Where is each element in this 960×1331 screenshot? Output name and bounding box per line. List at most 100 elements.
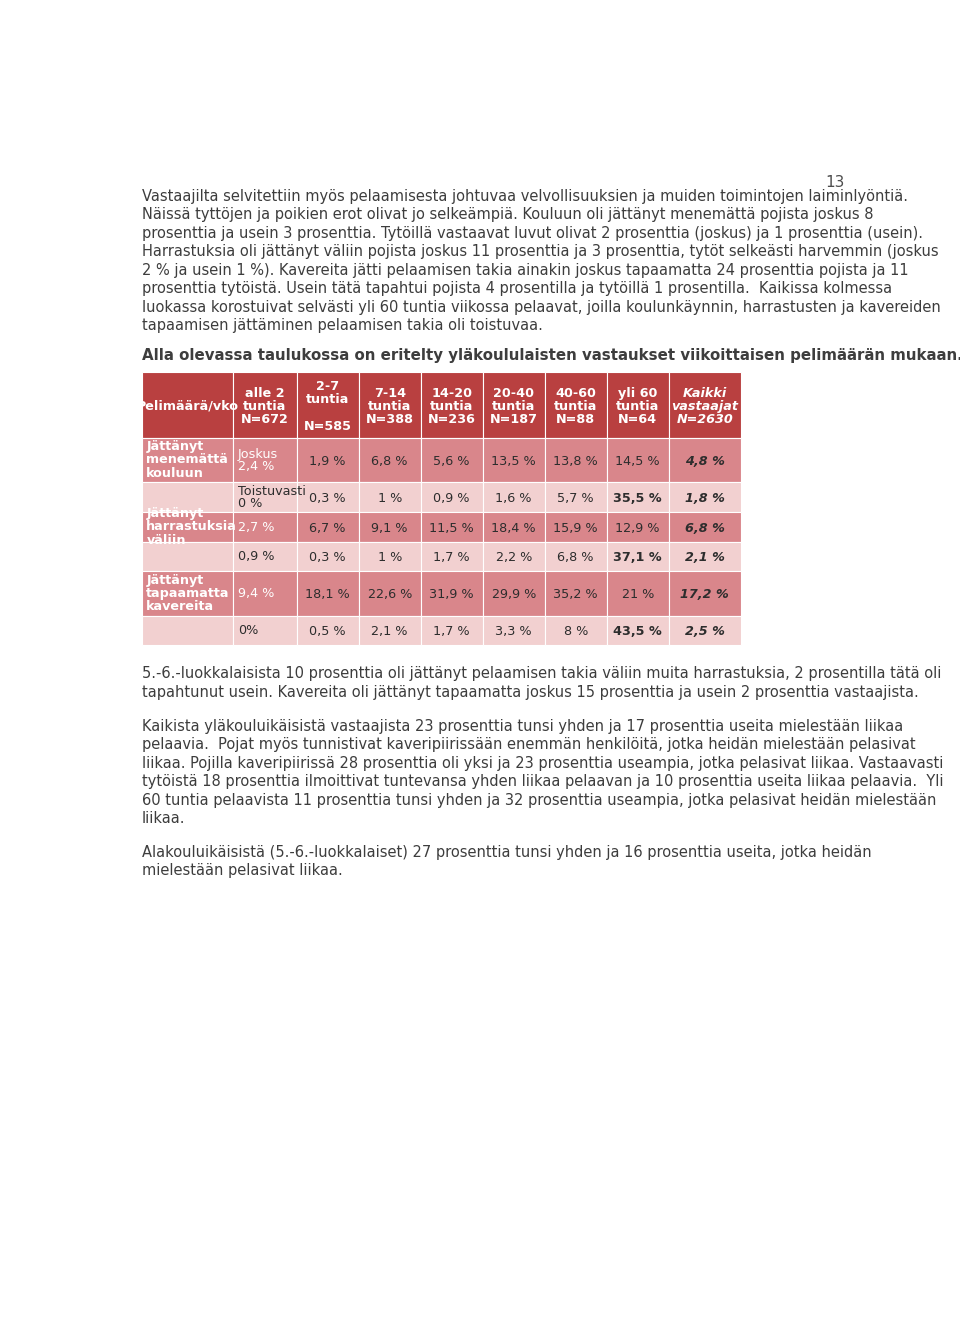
Bar: [297, 511, 359, 543]
Bar: [233, 438, 297, 482]
Text: 60 tuntia pelaavista 11 prosenttia tunsi yhden ja 32 prosenttia useampia, jotka : 60 tuntia pelaavista 11 prosenttia tunsi…: [142, 793, 936, 808]
Bar: [544, 511, 607, 543]
Bar: [607, 571, 669, 615]
Text: Toistuvasti: Toistuvasti: [238, 484, 305, 498]
Text: tuntia: tuntia: [492, 399, 536, 413]
Text: N=585: N=585: [303, 419, 351, 433]
Bar: [142, 543, 233, 571]
Bar: [297, 438, 359, 482]
Bar: [420, 438, 483, 482]
Text: 0,9 %: 0,9 %: [434, 491, 470, 504]
Text: 2,1 %: 2,1 %: [372, 624, 408, 638]
Bar: [669, 438, 741, 482]
Bar: [297, 482, 359, 511]
Text: tuntia: tuntia: [554, 399, 597, 413]
Text: 13: 13: [826, 176, 845, 190]
Bar: [607, 511, 669, 543]
Text: tapaamatta: tapaamatta: [146, 587, 229, 600]
Text: 0,5 %: 0,5 %: [309, 624, 346, 638]
Text: 0%: 0%: [238, 624, 258, 638]
Text: 4,8 %: 4,8 %: [684, 455, 725, 467]
Bar: [544, 373, 607, 438]
Text: liikaa. Pojilla kaveripiirissä 28 prosenttia oli yksi ja 23 prosenttia useampia,: liikaa. Pojilla kaveripiirissä 28 prosen…: [142, 756, 943, 771]
Text: 0,9 %: 0,9 %: [238, 551, 275, 563]
Text: 6,8 %: 6,8 %: [372, 455, 408, 467]
Text: 2,2 %: 2,2 %: [495, 551, 532, 564]
Text: kouluun: kouluun: [146, 467, 204, 479]
Text: 3,3 %: 3,3 %: [495, 624, 532, 638]
Text: Pelimäärä/vko: Pelimäärä/vko: [136, 399, 238, 413]
Bar: [359, 438, 420, 482]
Bar: [420, 482, 483, 511]
Bar: [359, 543, 420, 571]
Text: 6,8 %: 6,8 %: [558, 551, 594, 564]
Text: 5.-6.-luokkalaisista 10 prosenttia oli jättänyt pelaamisen takia väliin muita ha: 5.-6.-luokkalaisista 10 prosenttia oli j…: [142, 667, 941, 681]
Text: N=388: N=388: [366, 413, 414, 426]
Text: 37,1 %: 37,1 %: [613, 551, 662, 564]
Bar: [233, 373, 297, 438]
Text: 1 %: 1 %: [377, 491, 402, 504]
Text: N=64: N=64: [618, 413, 658, 426]
Text: prosenttia ja usein 3 prosenttia. Tytöillä vastaavat luvut olivat 2 prosenttia (: prosenttia ja usein 3 prosenttia. Tytöil…: [142, 226, 923, 241]
Bar: [607, 615, 669, 644]
Text: 21 %: 21 %: [621, 588, 654, 600]
Text: 14-20: 14-20: [431, 387, 472, 399]
Bar: [420, 543, 483, 571]
Text: 14,5 %: 14,5 %: [615, 455, 660, 467]
Bar: [483, 373, 544, 438]
Text: 0 %: 0 %: [238, 496, 262, 510]
Bar: [669, 511, 741, 543]
Text: 1,8 %: 1,8 %: [684, 491, 725, 504]
Text: 11,5 %: 11,5 %: [429, 522, 474, 535]
Text: 0,3 %: 0,3 %: [309, 551, 346, 564]
Text: väliin: väliin: [146, 534, 186, 547]
Bar: [607, 373, 669, 438]
Text: 2 % ja usein 1 %). Kavereita jätti pelaamisen takia ainakin joskus tapaamatta 24: 2 % ja usein 1 %). Kavereita jätti pelaa…: [142, 264, 908, 278]
Bar: [420, 615, 483, 644]
Text: 2-7: 2-7: [316, 381, 339, 394]
Bar: [297, 373, 359, 438]
Text: 29,9 %: 29,9 %: [492, 588, 536, 600]
Text: 2,7 %: 2,7 %: [238, 520, 275, 534]
Text: vastaajat: vastaajat: [671, 399, 738, 413]
Text: 2,5 %: 2,5 %: [684, 624, 725, 638]
Text: 7-14: 7-14: [373, 387, 406, 399]
Text: 9,1 %: 9,1 %: [372, 522, 408, 535]
Bar: [233, 571, 297, 615]
Text: mielestään pelasivat liikaa.: mielestään pelasivat liikaa.: [142, 864, 343, 878]
Text: Jättänyt: Jättänyt: [146, 441, 204, 454]
Text: 5,6 %: 5,6 %: [434, 455, 470, 467]
Text: 35,5 %: 35,5 %: [613, 491, 662, 504]
Text: Vastaajilta selvitettiin myös pelaamisesta johtuvaa velvollisuuksien ja muiden t: Vastaajilta selvitettiin myös pelaamises…: [142, 189, 908, 204]
Text: N=2630: N=2630: [677, 413, 733, 426]
Bar: [359, 373, 420, 438]
Text: 17,2 %: 17,2 %: [681, 588, 729, 600]
Text: 2,4 %: 2,4 %: [238, 461, 275, 473]
Text: luokassa korostuivat selvästi yli 60 tuntia viikossa pelaavat, joilla koulunkäyn: luokassa korostuivat selvästi yli 60 tun…: [142, 299, 941, 315]
Text: 40-60: 40-60: [555, 387, 596, 399]
Bar: [483, 615, 544, 644]
Text: tuntia: tuntia: [368, 399, 412, 413]
Text: tuntia: tuntia: [616, 399, 660, 413]
Bar: [142, 438, 233, 482]
Bar: [607, 482, 669, 511]
Text: menemättä: menemättä: [146, 454, 228, 466]
Bar: [297, 571, 359, 615]
Bar: [233, 482, 297, 511]
Bar: [233, 615, 297, 644]
Bar: [297, 615, 359, 644]
Text: 20-40: 20-40: [493, 387, 534, 399]
Bar: [483, 482, 544, 511]
Bar: [544, 482, 607, 511]
Text: Jättänyt: Jättänyt: [146, 574, 204, 587]
Text: 1,6 %: 1,6 %: [495, 491, 532, 504]
Bar: [483, 543, 544, 571]
Text: tuntia: tuntia: [430, 399, 473, 413]
Bar: [142, 482, 233, 511]
Text: Kaikista yläkouluikäisistä vastaajista 23 prosenttia tunsi yhden ja 17 prosentti: Kaikista yläkouluikäisistä vastaajista 2…: [142, 719, 903, 733]
Text: Kaikki: Kaikki: [683, 387, 727, 399]
Bar: [544, 543, 607, 571]
Bar: [420, 373, 483, 438]
Text: 9,4 %: 9,4 %: [238, 587, 275, 600]
Bar: [233, 511, 297, 543]
